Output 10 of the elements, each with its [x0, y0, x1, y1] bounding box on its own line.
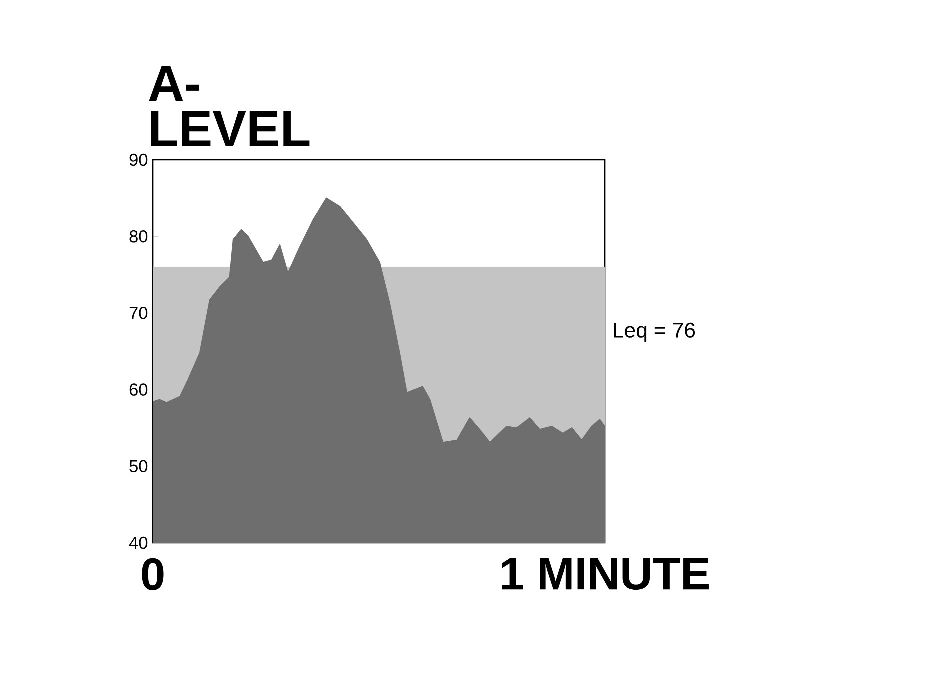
y-tick-label: 60 [130, 384, 148, 396]
y-tick-label: 80 [130, 230, 148, 243]
x-tick-label: 0 [142, 558, 164, 590]
y-tick-label: 40 [129, 536, 148, 550]
y-tick-label: 90 [130, 154, 148, 166]
y-tick-label: 70 [130, 307, 148, 320]
band-label: Leq = 76 [614, 322, 696, 342]
y-tick-label: 50 [130, 460, 148, 473]
y-axis-title: A-LEVEL [149, 66, 310, 146]
x-tick-label: 1 MINUTE [502, 558, 709, 590]
